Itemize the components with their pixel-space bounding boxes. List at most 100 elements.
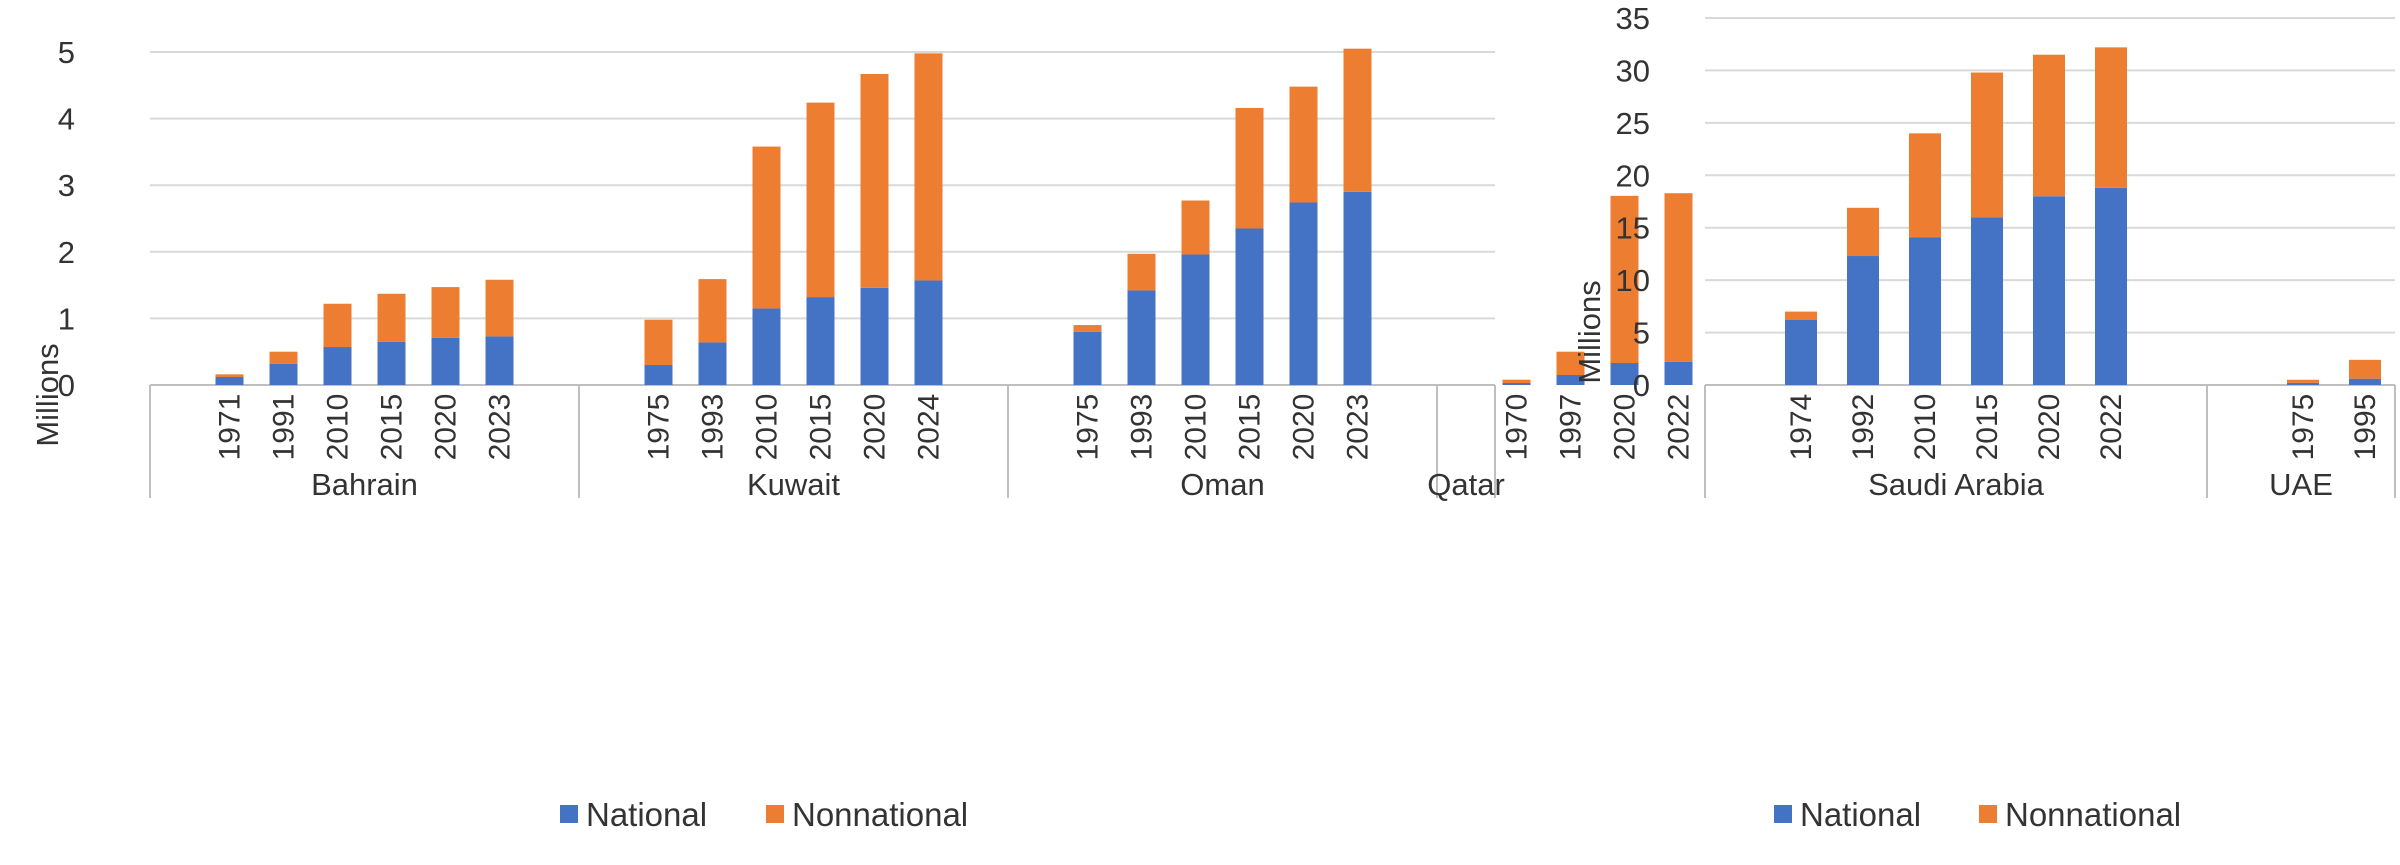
group-label: Bahrain — [311, 467, 418, 502]
legend-nonnational-swatch — [766, 805, 784, 823]
bar-nonnational-oman-2023 — [1343, 48, 1372, 192]
bar-nonnational-saudi-arabia-2015 — [1971, 72, 2003, 218]
x-tick-label: 2015 — [376, 394, 409, 461]
group-label: UAE — [2269, 467, 2333, 502]
bar-nonnational-qatar-1997 — [1556, 351, 1585, 376]
bar-nonnational-saudi-arabia-1974 — [1785, 311, 1817, 320]
bar-national-oman-1975 — [1073, 331, 1102, 385]
bar-nonnational-bahrain-2015 — [377, 293, 406, 342]
x-tick-label: 2020 — [1609, 394, 1642, 461]
x-tick-label: 2024 — [913, 394, 946, 461]
x-tick-label: 2020 — [1288, 394, 1321, 461]
bar-national-saudi-arabia-2022 — [2095, 187, 2127, 385]
x-tick-label: 1995 — [2349, 394, 2382, 461]
bar-nonnational-oman-2010 — [1181, 200, 1210, 255]
bar-nonnational-qatar-2020 — [1610, 195, 1639, 364]
bar-nonnational-bahrain-2010 — [323, 303, 352, 348]
bar-nonnational-bahrain-2023 — [485, 279, 514, 337]
bar-national-oman-2015 — [1235, 228, 1264, 385]
legend-nonnational-label: Nonnational — [2005, 796, 2181, 833]
x-tick-label: 2023 — [1342, 394, 1375, 461]
bar-national-oman-1993 — [1127, 290, 1156, 385]
bar-national-uae-1995 — [2349, 378, 2381, 385]
x-tick-label: 1991 — [268, 394, 301, 461]
bar-nonnational-kuwait-2024 — [914, 53, 943, 281]
x-tick-label: 2015 — [805, 394, 838, 461]
bar-national-uae-1975 — [2287, 382, 2319, 385]
bar-nonnational-kuwait-1975 — [644, 319, 673, 366]
bar-nonnational-oman-2015 — [1235, 107, 1264, 229]
x-tick-label: 2022 — [1663, 394, 1696, 461]
x-tick-label: 2010 — [1909, 394, 1942, 461]
bar-nonnational-kuwait-2015 — [806, 102, 835, 298]
bar-national-qatar-2022 — [1664, 361, 1693, 385]
bar-national-bahrain-1991 — [269, 363, 298, 385]
bar-national-saudi-arabia-2015 — [1971, 217, 2003, 385]
bar-national-bahrain-2020 — [431, 337, 460, 385]
y-tick-label: 0 — [58, 368, 75, 403]
bar-nonnational-saudi-arabia-1992 — [1847, 207, 1879, 257]
bar-national-saudi-arabia-1974 — [1785, 319, 1817, 385]
bar-nonnational-uae-1975 — [2287, 379, 2319, 383]
right-chart: Millions 0 5 10 15 20 25 30 35 1974 1992 2010 2015 2… — [1572, 1, 2396, 502]
bar-national-bahrain-1971 — [215, 377, 244, 385]
y-tick-label: 30 — [1616, 53, 1650, 88]
y-tick-label: 35 — [1616, 1, 1650, 36]
bar-nonnational-oman-1993 — [1127, 253, 1156, 291]
x-tick-label: 2010 — [1180, 394, 1213, 461]
bar-nonnational-uae-1995 — [2349, 359, 2381, 379]
legend-national-label: National — [1800, 796, 1921, 833]
x-tick-label: 2015 — [1971, 394, 2004, 461]
left-legend: National Nonnational — [560, 796, 968, 833]
y-tick-label: 25 — [1616, 106, 1650, 141]
bar-national-qatar-1997 — [1556, 375, 1585, 385]
y-tick-label: 4 — [58, 102, 75, 137]
bar-national-bahrain-2010 — [323, 347, 352, 385]
x-tick-label: 1993 — [1126, 394, 1159, 461]
x-tick-label: 1975 — [2287, 394, 2320, 461]
group-label: Oman — [1180, 467, 1264, 502]
bar-national-oman-2020 — [1289, 202, 1318, 385]
x-tick-label: 2020 — [859, 394, 892, 461]
bar-national-oman-2010 — [1181, 254, 1210, 385]
x-tick-label: 2023 — [484, 394, 517, 461]
bar-national-saudi-arabia-2020 — [2033, 196, 2065, 385]
x-tick-label: 1974 — [1785, 394, 1818, 461]
x-tick-label: 2022 — [2095, 394, 2128, 461]
bar-nonnational-bahrain-1991 — [269, 351, 298, 364]
x-tick-label: 1975 — [1072, 394, 1105, 461]
y-tick-label: 20 — [1616, 158, 1650, 193]
x-tick-label: 1997 — [1555, 394, 1588, 461]
x-tick-label: 1975 — [643, 394, 676, 461]
x-tick-label: 2020 — [2033, 394, 2066, 461]
y-tick-label: 10 — [1616, 263, 1650, 298]
bar-nonnational-kuwait-1993 — [698, 279, 727, 343]
y-tick-label: 5 — [1633, 316, 1650, 351]
bar-national-bahrain-2015 — [377, 341, 406, 385]
bar-national-qatar-1970 — [1502, 383, 1531, 385]
bar-national-saudi-arabia-2010 — [1909, 237, 1941, 385]
bar-national-kuwait-2020 — [860, 287, 889, 385]
x-tick-label: 1971 — [214, 394, 247, 461]
left-y-axis-label: Millions — [30, 343, 65, 446]
y-tick-label: 2 — [58, 235, 75, 270]
bar-nonnational-oman-1975 — [1073, 325, 1102, 332]
legend-national-swatch — [1774, 805, 1792, 823]
bar-national-kuwait-1975 — [644, 365, 673, 385]
bar-national-kuwait-2010 — [752, 308, 781, 385]
bar-nonnational-kuwait-2020 — [860, 73, 889, 288]
x-tick-label: 2020 — [430, 394, 463, 461]
y-tick-label: 5 — [58, 35, 75, 70]
group-label: Kuwait — [747, 467, 840, 502]
bar-nonnational-bahrain-1971 — [215, 374, 244, 378]
bar-nonnational-bahrain-2020 — [431, 287, 460, 338]
right-y-axis-label: Millions — [1572, 280, 1607, 383]
bar-national-oman-2023 — [1343, 191, 1372, 385]
bar-nonnational-saudi-arabia-2010 — [1909, 133, 1941, 238]
legend-national-swatch — [560, 805, 578, 823]
group-label: Qatar — [1427, 467, 1505, 502]
bar-nonnational-oman-2020 — [1289, 86, 1318, 203]
x-tick-label: 1992 — [1847, 394, 1880, 461]
